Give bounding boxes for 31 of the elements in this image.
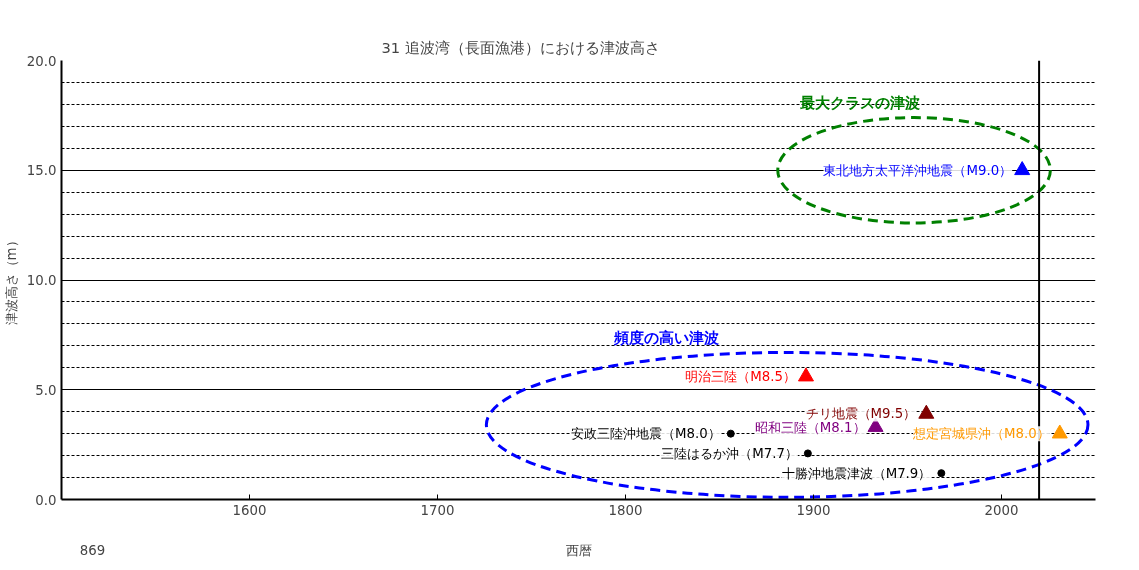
x-tick-label: 1600 (232, 502, 267, 518)
y-tick-label: 20.0 (26, 53, 57, 69)
point (797, 367, 814, 382)
chart-title: 31 追波湾（長面漁港）における津波高さ (381, 38, 660, 56)
point (803, 449, 812, 458)
x-axis-title: 西暦 (565, 542, 592, 558)
x-tick-label: 1900 (796, 502, 831, 518)
y-tick-label: 15.0 (26, 163, 57, 179)
point (918, 404, 935, 419)
annotation: 昭和三陸（M8.1） (754, 419, 866, 435)
point (1014, 161, 1031, 176)
annotation: 頻度の高い津波 (613, 328, 720, 346)
point (937, 469, 946, 478)
x-tick-label: 1700 (420, 502, 455, 518)
point (1051, 424, 1068, 439)
point (726, 429, 735, 438)
x-tick-label: 2000 (984, 502, 1019, 518)
y-tick-label: 10.0 (26, 273, 57, 288)
annotation: 最大クラスの津波 (798, 93, 920, 111)
annotation: 東北地方太平洋沖地震（M9.0） (823, 162, 1013, 178)
annotation: 十勝沖地震津波（M7.9） (781, 465, 932, 481)
annotation: 想定宮城県沖（M8.0） (912, 426, 1050, 442)
x-tick-label: 1800 (608, 502, 643, 518)
text: 869 (79, 542, 106, 558)
annotation: チリ地震（M9.5） (805, 406, 917, 422)
annotation: 三陸はるか沖（M7.7） (661, 445, 798, 461)
y-tick-label: 5.0 (35, 382, 57, 398)
y-tick-label: 0.0 (35, 492, 57, 508)
annotation: 明治三陸（M8.5） (685, 369, 796, 385)
annotation: 安政三陸沖地震（M8.0） (571, 426, 721, 442)
y-axis-title: 津波高さ（m） (3, 234, 19, 326)
